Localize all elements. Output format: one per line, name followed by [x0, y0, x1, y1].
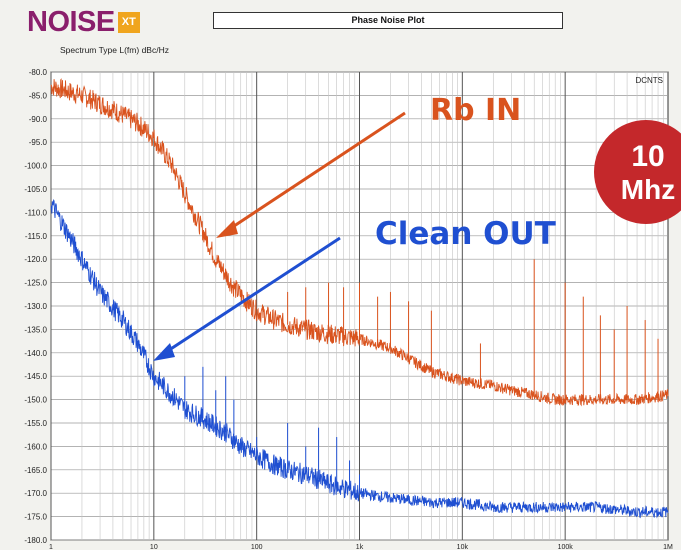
badge-circle	[594, 120, 681, 224]
x-tick-label: 10k	[457, 544, 469, 550]
y-tick-label: -115.0	[25, 232, 48, 241]
clean-out-annotation: Clean OUT	[153, 216, 556, 361]
y-tick-label: -130.0	[24, 302, 47, 311]
badge-line2: Mhz	[621, 174, 675, 205]
y-tick-label: -85.0	[29, 91, 48, 100]
y-tick-label: -170.0	[24, 489, 47, 498]
clean-out-arrow	[159, 236, 341, 358]
series-line	[50, 78, 669, 407]
logo-badge: XT	[117, 11, 140, 33]
rb-in-label: Rb IN	[430, 93, 521, 128]
clean-out-arrowhead	[153, 343, 175, 361]
rb-in-arrowhead	[216, 220, 238, 238]
y-tick-label: -155.0	[24, 419, 47, 428]
badge-line1: 10	[631, 140, 664, 173]
y-tick-label: -95.0	[29, 138, 48, 147]
x-tick-label: 1k	[356, 544, 364, 550]
y-tick-label: -100.0	[24, 162, 47, 171]
y-tick-label: -140.0	[24, 349, 47, 358]
x-axis-ticks: 1 10 100 1k 10k 100k 1M	[49, 544, 673, 550]
y-tick-label: -105.0	[24, 185, 47, 194]
y-tick-label: -125.0	[24, 279, 47, 288]
x-tick-label: 1	[49, 544, 53, 550]
y-tick-label: -145.0	[24, 372, 47, 381]
x-tick-label: 1M	[663, 544, 673, 550]
y-tick-label: -150.0	[24, 396, 47, 405]
y-tick-label: -110.0	[25, 208, 48, 217]
frequency-badge: 10 Mhz	[594, 120, 681, 224]
noise-xt-logo: NOISE XT	[27, 5, 140, 39]
rb-in-series	[50, 78, 669, 407]
y-tick-label: -80.0	[29, 68, 48, 77]
rb-in-annotation: Rb IN	[216, 93, 521, 238]
x-tick-label: 10	[150, 544, 158, 550]
y-tick-label: -90.0	[29, 115, 48, 124]
y-tick-label: -135.0	[24, 325, 47, 334]
y-tick-label: -180.0	[24, 536, 47, 545]
rb-in-arrow	[221, 111, 406, 236]
spectrum-type-label: Spectrum Type L(fm) dBc/Hz	[60, 45, 169, 55]
x-tick-label: 100k	[558, 544, 574, 550]
y-tick-label: -160.0	[24, 442, 47, 451]
plot-title: Phase Noise Plot	[213, 12, 563, 29]
corner-label: DCNTS	[635, 76, 663, 85]
logo-text: NOISE	[27, 5, 115, 38]
series-layer	[50, 78, 669, 519]
y-tick-label: -120.0	[24, 255, 47, 264]
y-tick-label: -165.0	[24, 466, 47, 475]
y-axis-ticks: -80.0 -85.0 -90.0 -95.0 -100.0 -105.0 -110.0 -1…	[24, 68, 47, 545]
clean-out-label: Clean OUT	[375, 216, 556, 252]
clean-out-series	[50, 198, 669, 519]
y-tick-label: -175.0	[24, 513, 47, 522]
x-tick-label: 100	[251, 544, 263, 550]
